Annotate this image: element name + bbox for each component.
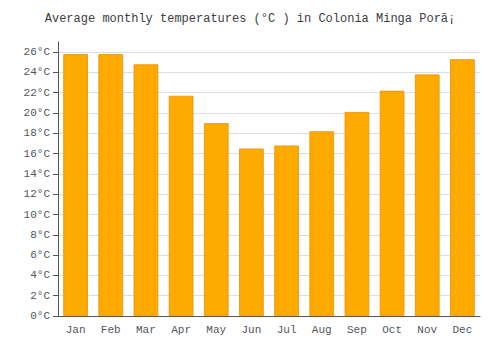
svg-text:Jun: Jun	[242, 324, 262, 336]
svg-text:Oct: Oct	[382, 324, 402, 336]
svg-text:Apr: Apr	[171, 324, 191, 336]
svg-text:Aug: Aug	[312, 324, 332, 336]
svg-text:Jul: Jul	[277, 324, 297, 336]
svg-text:8°C: 8°C	[30, 229, 50, 241]
svg-text:14°C: 14°C	[24, 168, 51, 180]
svg-text:Feb: Feb	[101, 324, 121, 336]
svg-text:12°C: 12°C	[24, 188, 51, 200]
svg-text:Dec: Dec	[453, 324, 473, 336]
svg-text:0°C: 0°C	[30, 310, 50, 322]
svg-text:18°C: 18°C	[24, 127, 51, 139]
svg-text:22°C: 22°C	[24, 87, 51, 99]
svg-text:6°C: 6°C	[30, 249, 50, 261]
svg-text:10°C: 10°C	[24, 209, 51, 221]
svg-text:Nov: Nov	[417, 324, 437, 336]
svg-text:16°C: 16°C	[24, 148, 51, 160]
svg-text:4°C: 4°C	[30, 269, 50, 281]
svg-text:Mar: Mar	[136, 324, 156, 336]
svg-text:26°C: 26°C	[24, 46, 51, 58]
svg-text:May: May	[206, 324, 226, 336]
svg-text:Average monthly temperatures (: Average monthly temperatures (°C ) in Co…	[45, 12, 455, 26]
svg-text:Sep: Sep	[347, 324, 367, 336]
svg-text:Jan: Jan	[66, 324, 86, 336]
svg-text:24°C: 24°C	[24, 66, 51, 78]
svg-text:2°C: 2°C	[30, 290, 50, 302]
svg-text:20°C: 20°C	[24, 107, 51, 119]
